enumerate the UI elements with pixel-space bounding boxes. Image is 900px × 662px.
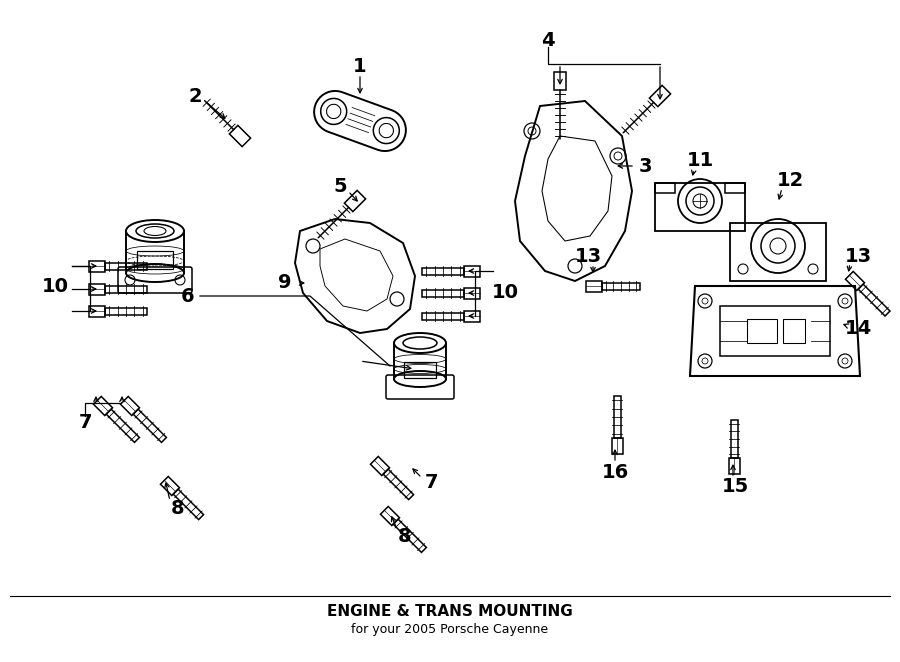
Text: 5: 5 [333, 177, 346, 195]
Text: 1: 1 [353, 56, 367, 75]
Bar [747, 319, 777, 343]
Text: 13: 13 [844, 246, 871, 265]
Text: 10: 10 [491, 283, 518, 303]
Text: ENGINE & TRANS MOUNTING: ENGINE & TRANS MOUNTING [327, 604, 573, 618]
Text: 3: 3 [638, 156, 652, 175]
Text: 9: 9 [278, 273, 292, 293]
Text: for your 2005 Porsche Cayenne: for your 2005 Porsche Cayenne [351, 622, 549, 636]
Text: 11: 11 [687, 152, 714, 171]
Bar [137, 251, 173, 269]
Text: 14: 14 [844, 320, 871, 338]
Text: 4: 4 [541, 32, 554, 50]
Text: 7: 7 [78, 414, 92, 432]
Bar [720, 306, 830, 356]
Bar [655, 183, 675, 193]
Text: 6: 6 [181, 287, 194, 305]
Text: 2: 2 [188, 87, 202, 105]
Text: 7: 7 [425, 473, 439, 493]
Bar [404, 362, 436, 378]
Bar [730, 223, 826, 281]
Text: 15: 15 [722, 477, 749, 495]
Text: 13: 13 [574, 246, 601, 265]
Text: 8: 8 [398, 526, 412, 545]
Bar [783, 319, 805, 343]
Bar [655, 183, 745, 231]
Text: 10: 10 [41, 277, 68, 295]
Text: 12: 12 [777, 171, 804, 191]
Bar [725, 183, 745, 193]
Text: 16: 16 [601, 463, 628, 483]
Text: 8: 8 [171, 500, 184, 518]
